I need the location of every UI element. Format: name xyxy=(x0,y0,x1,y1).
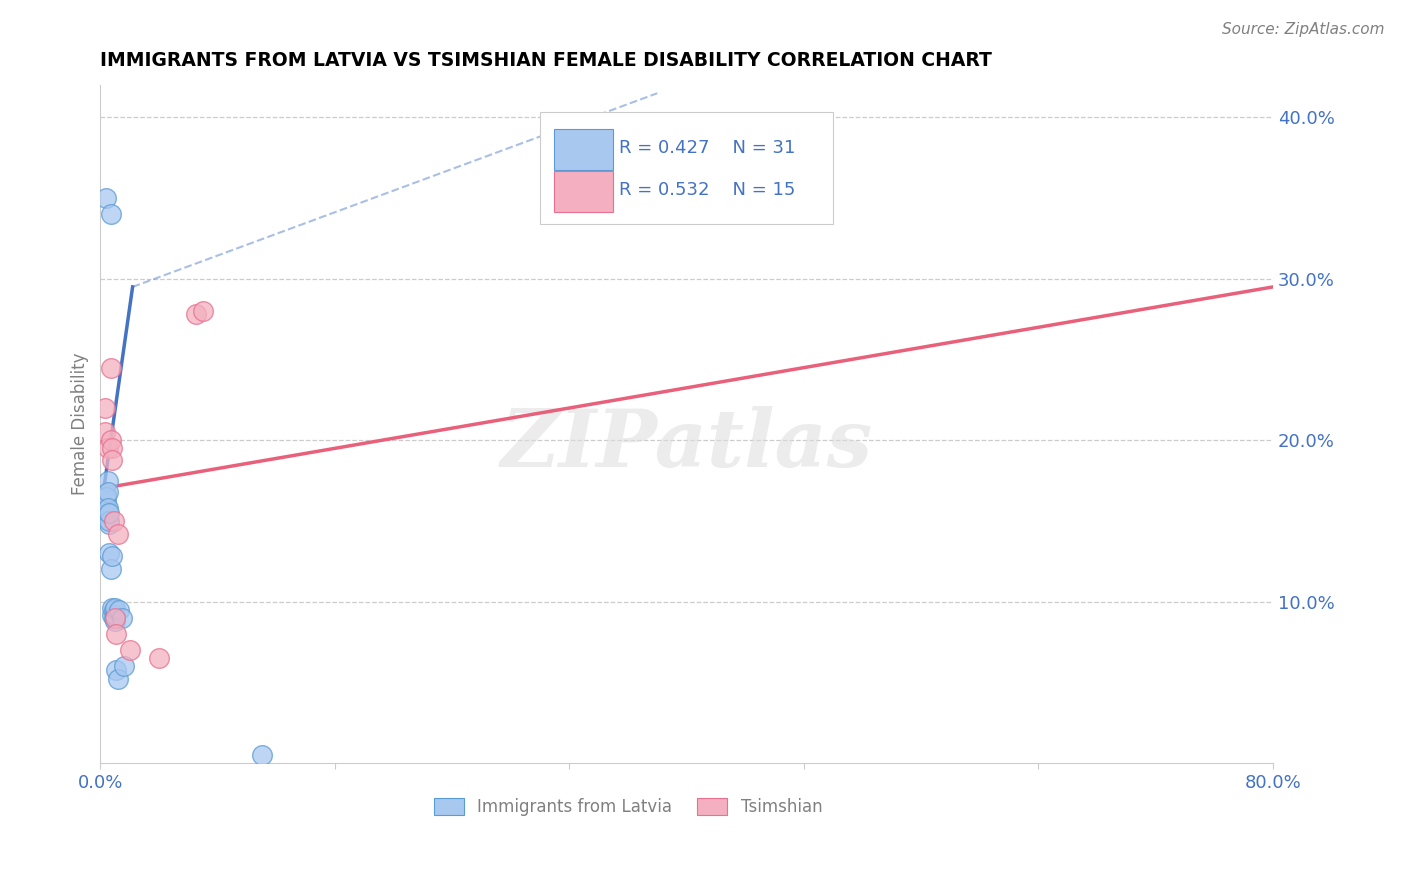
Point xyxy=(100,360,122,375)
Point xyxy=(107,527,129,541)
Point xyxy=(103,611,125,625)
Text: R = 0.427    N = 31: R = 0.427 N = 31 xyxy=(619,139,794,157)
Point xyxy=(98,517,121,532)
Point xyxy=(96,490,118,504)
FancyBboxPatch shape xyxy=(554,171,613,212)
Point xyxy=(100,434,122,448)
Point xyxy=(98,514,121,528)
Point xyxy=(103,514,125,528)
Point xyxy=(184,307,207,321)
Point xyxy=(105,663,128,677)
Point xyxy=(112,659,135,673)
Point xyxy=(103,603,125,617)
FancyBboxPatch shape xyxy=(554,129,613,169)
Point xyxy=(111,611,134,625)
Point xyxy=(101,452,124,467)
Point xyxy=(94,401,117,415)
Legend: Immigrants from Latvia, Tsimshian: Immigrants from Latvia, Tsimshian xyxy=(427,791,830,822)
Point xyxy=(98,546,121,560)
Point xyxy=(94,490,117,504)
Point xyxy=(101,601,124,615)
Point xyxy=(101,607,124,622)
Point xyxy=(100,207,122,221)
Text: IMMIGRANTS FROM LATVIA VS TSIMSHIAN FEMALE DISABILITY CORRELATION CHART: IMMIGRANTS FROM LATVIA VS TSIMSHIAN FEMA… xyxy=(100,51,993,70)
Point xyxy=(101,549,124,564)
Point xyxy=(97,474,120,488)
FancyBboxPatch shape xyxy=(540,112,834,224)
Point xyxy=(118,643,141,657)
Point xyxy=(96,486,118,500)
Point xyxy=(90,506,112,520)
Point xyxy=(97,506,120,520)
Point xyxy=(94,425,117,440)
Point xyxy=(94,498,117,512)
Point xyxy=(105,627,128,641)
Point xyxy=(104,601,127,615)
Point xyxy=(96,494,118,508)
Point xyxy=(108,603,131,617)
Text: Source: ZipAtlas.com: Source: ZipAtlas.com xyxy=(1222,22,1385,37)
Text: R = 0.532    N = 15: R = 0.532 N = 15 xyxy=(619,181,794,199)
Text: ZIPatlas: ZIPatlas xyxy=(501,406,873,483)
Point xyxy=(97,484,120,499)
Point xyxy=(100,562,122,576)
Point xyxy=(96,191,118,205)
Point xyxy=(250,747,273,762)
Point xyxy=(98,506,121,520)
Point xyxy=(148,651,170,665)
Point xyxy=(104,607,127,622)
Point xyxy=(107,672,129,686)
Point xyxy=(104,614,127,628)
Point xyxy=(97,501,120,516)
Point xyxy=(191,304,214,318)
Point xyxy=(101,442,124,456)
Point xyxy=(104,611,127,625)
Y-axis label: Female Disability: Female Disability xyxy=(72,353,89,495)
Point xyxy=(97,442,120,456)
